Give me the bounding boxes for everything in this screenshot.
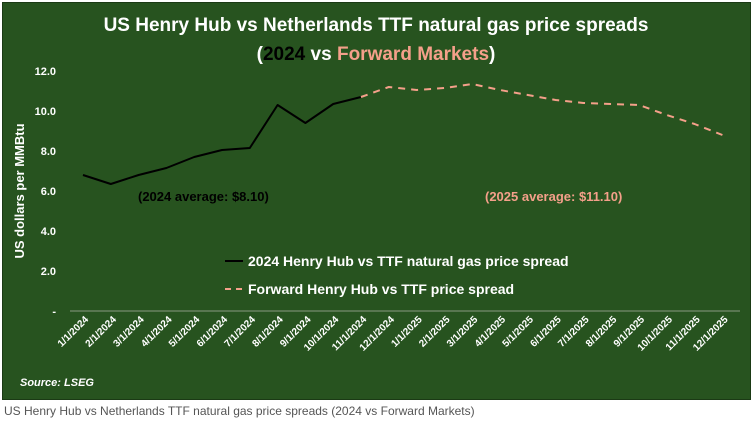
chart-panel (2, 2, 751, 400)
y-tick-label: 10.0 (35, 106, 56, 118)
chart: US Henry Hub vs Netherlands TTF natural … (12, 15, 740, 389)
chart-subtitle: (2024 vs Forward Markets) (257, 44, 496, 65)
series-line-1 (360, 83, 723, 136)
y-tick-label: - (52, 306, 56, 318)
legend: 2024 Henry Hub vs TTF natural gas price … (225, 253, 569, 297)
chart-title: US Henry Hub vs Netherlands TTF natural … (104, 15, 649, 36)
annotation-2025-average: (2025 average: $11.10) (485, 189, 622, 204)
legend-label-forward: Forward Henry Hub vs TTF price spread (248, 281, 514, 297)
caption: US Henry Hub vs Netherlands TTF natural … (4, 404, 475, 418)
source-label: Source: LSEG (20, 377, 94, 389)
y-tick-label: 12.0 (35, 66, 56, 78)
y-tick-label: 2.0 (41, 266, 56, 278)
y-tick-label: 8.0 (41, 146, 56, 158)
y-tick-label: 4.0 (41, 226, 56, 238)
annotation-2024-average: (2024 average: $8.10) (138, 189, 269, 204)
y-axis-label: US dollars per MMBtu (12, 123, 27, 258)
y-tick-label: 6.0 (41, 186, 56, 198)
series-line-0 (82, 96, 362, 185)
legend-label-2024: 2024 Henry Hub vs TTF natural gas price … (248, 253, 569, 269)
